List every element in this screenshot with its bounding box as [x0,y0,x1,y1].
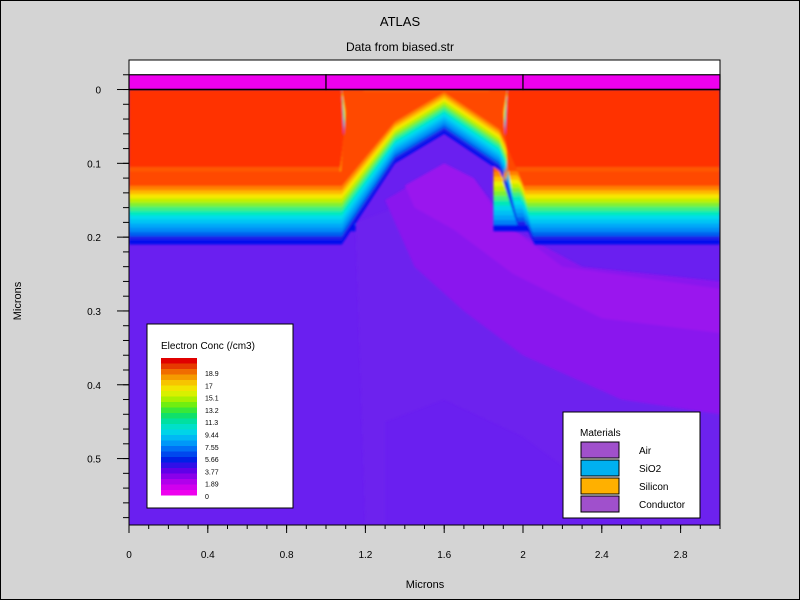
right-high-region [503,89,720,168]
contour-legend-label: 0 [205,494,209,501]
contour-legend-swatch [161,473,197,479]
x-axis-label: Microns [406,579,445,591]
materials-legend-swatch [580,459,620,477]
contour-legend-label: 13.2 [205,408,219,415]
chart-title: ATLAS [380,14,421,29]
contour-legend-scale: 18.9 17 15.1 13.2 11.3 9.44 7.55 5.66 3.77 1.89 0 [161,358,219,501]
x-tick-label: 2.4 [595,550,609,561]
x-tick-label: 2.8 [674,550,688,561]
contour-legend-swatch [161,358,197,364]
contour-legend-swatch [161,380,197,386]
contour-legend-swatch [161,446,197,452]
materials-legend-label: SiO2 [639,464,662,475]
contour-legend-swatch [161,484,197,490]
contour-legend-swatch [161,479,197,485]
contour-legend-label: 9.44 [205,433,219,440]
y-tick-label: 0.2 [87,233,101,244]
materials-legend: Materials Air SiO2 Silicon Conductor [562,411,701,519]
x-tick-label: 0.4 [201,550,215,561]
x-tick-label: 1.2 [358,550,372,561]
contour-legend-swatch [161,413,197,419]
contour-legend-swatch [161,369,197,375]
chart-subtitle: Data from biased.str [346,40,454,54]
contour-legend-title: Electron Conc (/cm3) [161,341,255,352]
contour-legend-label: 17 [205,383,213,390]
contour-legend-swatch [161,385,197,391]
materials-legend-title: Materials [580,428,621,439]
contour-channel-core [404,163,720,334]
contour-legend-swatch [161,418,197,424]
contour-legend-swatch [161,451,197,457]
materials-legend-label: Air [639,446,652,457]
contour-legend-swatch [161,429,197,435]
x-tick-label: 0 [126,550,132,561]
contour-legend-swatch [161,374,197,380]
contour-legend-swatch [161,440,197,446]
contour-legend-label: 1.89 [205,482,219,489]
y-tick-label: 0 [95,86,101,97]
contour-legend: Electron Conc (/cm3) 18.9 17 15.1 13.2 11.3 9… [146,323,294,509]
materials-legend-swatch [580,441,620,459]
left-high-region [129,89,346,168]
contour-legend-label: 11.3 [205,420,218,427]
right-side-band [493,167,720,174]
materials-legend-items: Air SiO2 Silicon Conductor [580,441,686,513]
contour-legend-swatch [161,435,197,441]
y-tick-label: 0.5 [87,455,101,466]
y-tick-label: 0.3 [87,307,101,318]
x-tick-label: 1.6 [437,550,451,561]
electrode-contact [522,74,721,91]
materials-legend-label: Silicon [639,482,668,493]
y-tick-label: 0.1 [87,159,101,170]
contour-legend-swatch [161,457,197,463]
contour-legend-swatch [161,363,197,369]
gate-band [129,89,720,186]
electrode-contact [128,74,327,91]
contour-legend-swatch [161,424,197,430]
materials-legend-swatch [580,495,620,513]
contour-legend-label: 18.9 [205,371,219,378]
x-tick-label: 0.8 [280,550,294,561]
axes: 0 0.4 0.8 1.2 1.6 2 2.4 2.8 0 0.1 0.2 0.3 0.4 0.5 [87,59,721,561]
contour-legend-swatch [161,402,197,408]
y-axis-label: Microns [12,281,24,320]
contour-legend-label: 3.77 [205,469,219,476]
y-tick-label: 0.4 [87,381,101,392]
contour-legend-label: 7.55 [205,445,219,452]
materials-legend-swatch [580,477,620,495]
contour-legend-swatch [161,407,197,413]
contour-legend-swatch [161,468,197,474]
contour-legend-swatch [161,391,197,397]
left-side-band [129,167,356,174]
contour-legend-label: 5.66 [205,457,219,464]
contour-legend-swatch [161,396,197,402]
contour-legend-swatch [161,462,197,468]
x-tick-label: 2 [520,550,526,561]
electrode-contact [325,74,524,91]
contour-legend-swatch [161,490,197,496]
contour-legend-label: 15.1 [205,396,219,403]
materials-legend-label: Conductor [639,500,686,511]
band-contours [129,89,720,245]
air-region [129,60,720,75]
